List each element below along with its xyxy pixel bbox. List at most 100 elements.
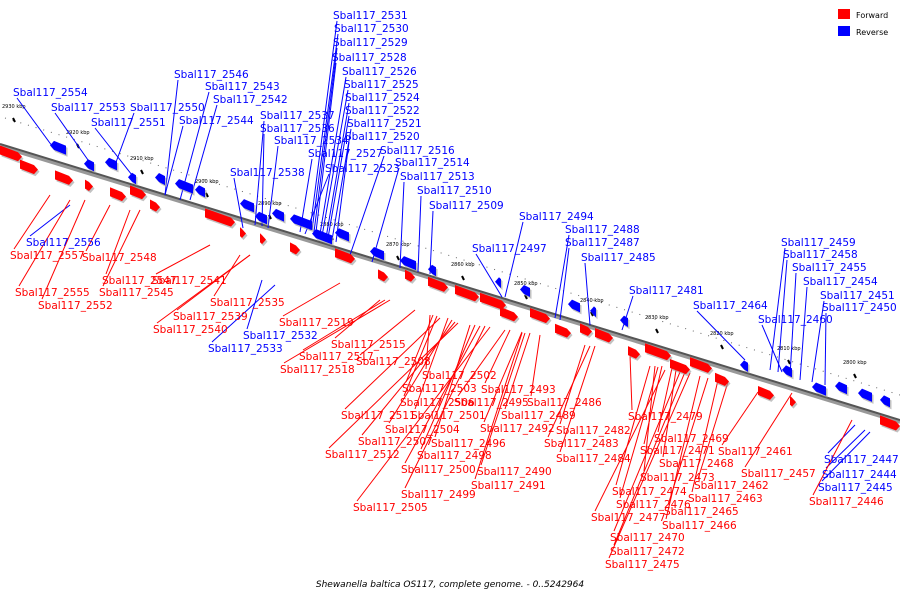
gene-label[interactable]: Sbal117_2548 (82, 252, 157, 264)
forward-gene-arrow[interactable] (20, 159, 38, 175)
gene-label[interactable]: Sbal117_2556 (26, 237, 101, 249)
gene-label[interactable]: Sbal117_2520 (345, 131, 420, 143)
gene-label[interactable]: Sbal117_2555 (15, 287, 90, 299)
gene-label[interactable]: Sbal117_2541 (152, 275, 227, 287)
gene-label[interactable]: Sbal117_2477 (591, 512, 666, 524)
gene-label[interactable]: Sbal117_2545 (99, 287, 174, 299)
gene-label[interactable]: Sbal117_2462 (694, 480, 769, 492)
gene-label[interactable]: Sbal117_2445 (818, 482, 893, 494)
reverse-gene-arrow[interactable] (105, 157, 117, 171)
gene-label[interactable]: Sbal117_2484 (556, 453, 631, 465)
reverse-gene-arrow[interactable] (175, 179, 193, 194)
forward-gene-arrow[interactable] (428, 276, 448, 292)
gene-label[interactable]: Sbal117_2521 (347, 118, 422, 130)
gene-label[interactable]: Sbal117_2533 (208, 343, 283, 355)
forward-gene-arrow[interactable] (55, 170, 73, 185)
reverse-gene-arrow[interactable] (880, 395, 890, 408)
gene-label[interactable]: Sbal117_2451 (820, 290, 895, 302)
gene-label[interactable]: Sbal117_2481 (629, 285, 704, 297)
gene-label[interactable]: Sbal117_2526 (342, 66, 417, 78)
forward-gene-arrow[interactable] (645, 343, 671, 361)
reverse-gene-arrow[interactable] (812, 382, 826, 396)
gene-label[interactable]: Sbal117_2498 (417, 450, 492, 462)
reverse-gene-arrow[interactable] (240, 199, 254, 213)
gene-label[interactable]: Sbal117_2538 (230, 167, 305, 179)
forward-gene-arrow[interactable] (455, 285, 479, 302)
gene-label[interactable]: Sbal117_2483 (544, 438, 619, 450)
gene-label[interactable]: Sbal117_2553 (51, 102, 126, 114)
gene-label[interactable]: Sbal117_2508 (356, 356, 431, 368)
gene-label[interactable]: Sbal117_2457 (741, 468, 816, 480)
reverse-gene-arrow[interactable] (290, 214, 312, 231)
gene-label[interactable]: Sbal117_2544 (179, 115, 254, 127)
reverse-gene-arrow[interactable] (128, 172, 136, 185)
gene-label[interactable]: Sbal117_2536 (260, 123, 335, 135)
gene-label[interactable]: Sbal117_2557 (10, 250, 85, 262)
reverse-gene-arrow[interactable] (50, 140, 66, 155)
forward-gene-arrow[interactable] (715, 372, 729, 387)
gene-label[interactable]: Sbal117_2539 (173, 311, 248, 323)
gene-label[interactable]: Sbal117_2552 (38, 300, 113, 312)
forward-gene-arrow[interactable] (758, 385, 774, 400)
gene-label[interactable]: Sbal117_2510 (417, 185, 492, 197)
reverse-gene-arrow[interactable] (620, 315, 628, 328)
gene-label[interactable]: Sbal117_2461 (718, 446, 793, 458)
forward-gene-arrow[interactable] (880, 415, 900, 431)
gene-label[interactable]: Sbal117_2517 (299, 351, 374, 363)
gene-label[interactable]: Sbal117_2550 (130, 102, 205, 114)
gene-label[interactable]: Sbal117_2531 (333, 10, 408, 22)
gene-label[interactable]: Sbal117_2497 (472, 243, 547, 255)
gene-label[interactable]: Sbal117_2495 (454, 397, 529, 409)
reverse-gene-arrow[interactable] (740, 360, 748, 372)
gene-label[interactable]: Sbal117_2496 (431, 438, 506, 450)
gene-label[interactable]: Sbal117_2518 (280, 364, 355, 376)
gene-label[interactable]: Sbal117_2475 (605, 559, 680, 571)
gene-label[interactable]: Sbal117_2479 (628, 411, 703, 423)
gene-label[interactable]: Sbal117_2542 (213, 94, 288, 106)
gene-label[interactable]: Sbal117_2491 (471, 480, 546, 492)
gene-label[interactable]: Sbal117_2463 (688, 493, 763, 505)
gene-label[interactable]: Sbal117_2522 (345, 105, 420, 117)
reverse-gene-arrow[interactable] (495, 277, 501, 289)
reverse-gene-arrow[interactable] (782, 365, 792, 378)
gene-label[interactable]: Sbal117_2466 (662, 520, 737, 532)
reverse-gene-arrow[interactable] (312, 229, 332, 245)
reverse-gene-arrow[interactable] (272, 208, 284, 222)
forward-gene-arrow[interactable] (670, 358, 690, 375)
gene-label[interactable]: Sbal117_2485 (581, 252, 656, 264)
gene-label[interactable]: Sbal117_2474 (612, 486, 687, 498)
reverse-gene-arrow[interactable] (370, 246, 384, 261)
gene-label[interactable]: Sbal117_2447 (824, 454, 899, 466)
gene-label[interactable]: Sbal117_2525 (344, 79, 419, 91)
forward-gene-arrow[interactable] (335, 248, 355, 264)
gene-label[interactable]: Sbal117_2473 (640, 472, 715, 484)
gene-label[interactable]: Sbal117_2488 (565, 224, 640, 236)
gene-label[interactable]: Sbal117_2527 (308, 148, 383, 160)
gene-label[interactable]: Sbal117_2494 (519, 211, 594, 223)
forward-gene-arrow[interactable] (378, 269, 388, 282)
reverse-gene-arrow[interactable] (835, 381, 847, 395)
gene-label[interactable]: Sbal117_2465 (664, 506, 739, 518)
gene-label[interactable]: Sbal117_2487 (565, 237, 640, 249)
gene-label[interactable]: Sbal117_2470 (610, 532, 685, 544)
forward-gene-arrow[interactable] (790, 395, 796, 407)
forward-gene-arrow[interactable] (690, 357, 712, 373)
reverse-gene-arrow[interactable] (520, 284, 530, 298)
gene-label[interactable]: Sbal117_2464 (693, 300, 768, 312)
gene-label[interactable]: Sbal117_2523 (325, 163, 400, 175)
forward-gene-arrow[interactable] (480, 292, 506, 310)
gene-label[interactable]: Sbal117_2471 (640, 445, 715, 457)
gene-label[interactable]: Sbal117_2489 (501, 410, 576, 422)
gene-label[interactable]: Sbal117_2528 (332, 52, 407, 64)
forward-gene-arrow[interactable] (580, 323, 592, 337)
gene-label[interactable]: Sbal117_2492 (480, 423, 555, 435)
gene-label[interactable]: Sbal117_2540 (153, 324, 228, 336)
forward-gene-arrow[interactable] (260, 233, 266, 245)
gene-label[interactable]: Sbal117_2534 (274, 135, 349, 147)
gene-label[interactable]: Sbal117_2504 (385, 424, 460, 436)
gene-label[interactable]: Sbal117_2458 (783, 249, 858, 261)
gene-label[interactable]: Sbal117_2502 (422, 370, 497, 382)
reverse-gene-arrow[interactable] (335, 228, 349, 242)
gene-label[interactable]: Sbal117_2459 (781, 237, 856, 249)
gene-label[interactable]: Sbal117_2543 (205, 81, 280, 93)
